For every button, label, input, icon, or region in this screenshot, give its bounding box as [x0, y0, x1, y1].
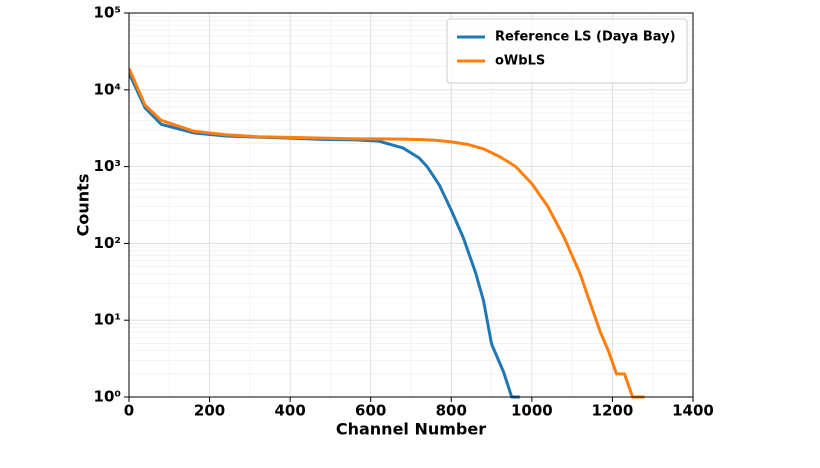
x-tick-label: 1200 — [592, 402, 634, 420]
legend-label: Reference LS (Daya Bay) — [495, 30, 676, 45]
legend-label: oWbLS — [495, 54, 545, 69]
x-tick-label: 400 — [274, 402, 305, 420]
y-tick-label: 10² — [94, 234, 121, 252]
data-line — [129, 72, 520, 399]
x-tick-label: 200 — [194, 402, 225, 420]
y-tick-label: 10³ — [94, 157, 121, 175]
plot-frame — [128, 12, 694, 398]
legend-box — [446, 18, 688, 84]
x-axis-label: Channel Number — [336, 420, 486, 439]
x-tick-label: 1400 — [672, 402, 714, 420]
y-tick-label: 10⁴ — [94, 80, 121, 98]
x-tick-label: 1000 — [511, 402, 553, 420]
y-tick-label: 10⁰ — [94, 388, 121, 406]
x-tick-label: 600 — [355, 402, 386, 420]
x-tick-label: 800 — [436, 402, 467, 420]
y-axis-label: Counts — [74, 174, 93, 237]
y-tick-label: 10¹ — [94, 311, 121, 329]
data-line — [129, 67, 645, 399]
x-tick-label: 0 — [124, 402, 134, 420]
y-tick-label: 10⁵ — [94, 4, 121, 22]
